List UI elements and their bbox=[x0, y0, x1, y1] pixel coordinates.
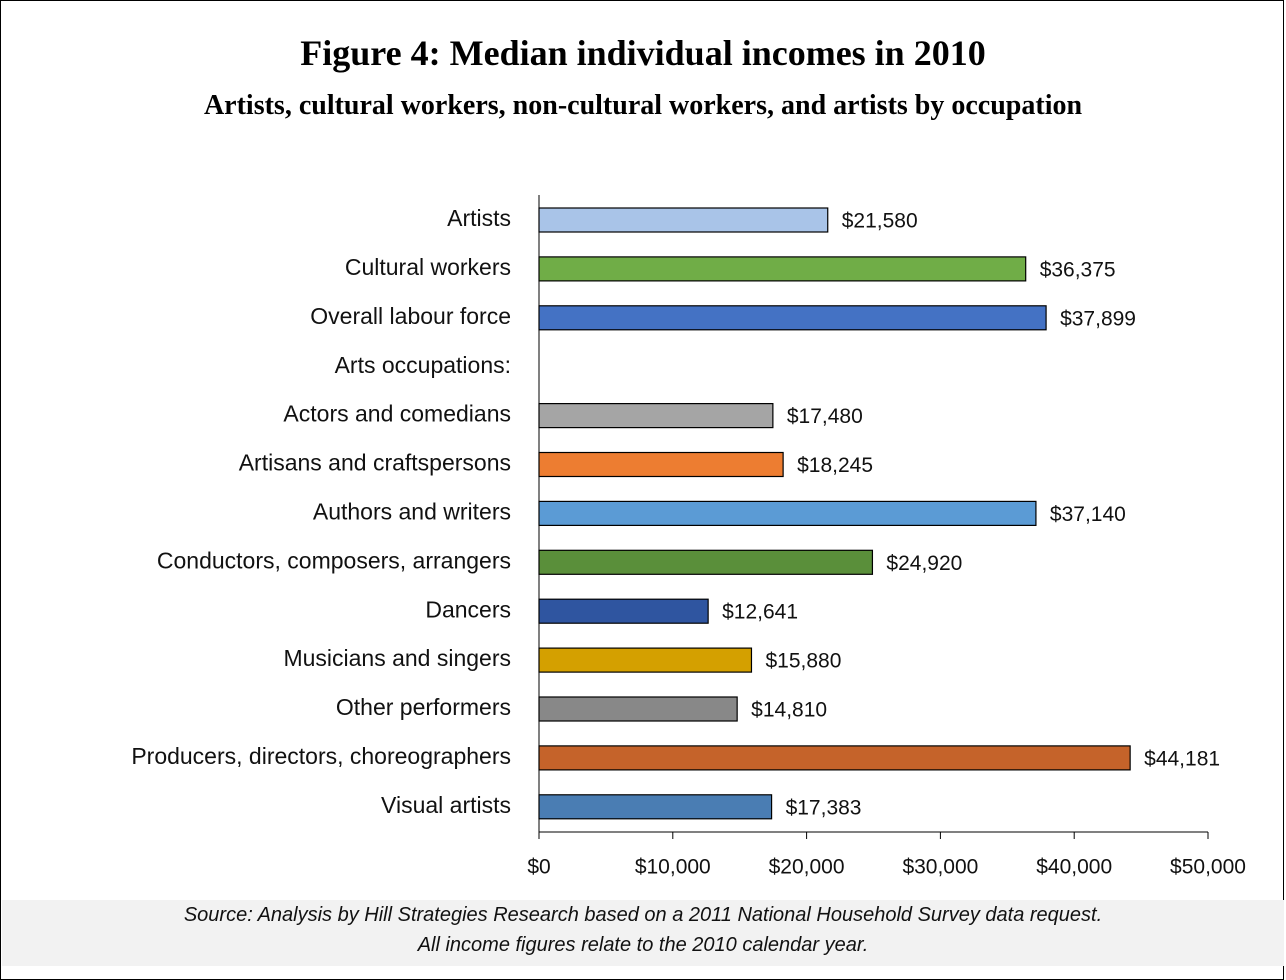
value-label: $44,181 bbox=[1144, 747, 1220, 770]
value-label: $36,375 bbox=[1040, 258, 1116, 281]
bar bbox=[538, 696, 738, 722]
bar bbox=[538, 745, 1131, 771]
bar bbox=[538, 207, 829, 233]
x-tick-label: $40,000 bbox=[1036, 856, 1112, 879]
x-tick-label: $0 bbox=[527, 856, 550, 879]
x-tick-label: $10,000 bbox=[635, 856, 711, 879]
chart-title: Figure 4: Median individual incomes in 2… bbox=[300, 33, 986, 73]
bar bbox=[538, 500, 1037, 526]
y-tick-label: Artisans and craftspersons bbox=[239, 450, 511, 476]
y-tick-label: Visual artists bbox=[381, 792, 511, 818]
value-label: $18,245 bbox=[797, 454, 873, 477]
bar bbox=[538, 256, 1027, 282]
chart: $0 $10,000 $20,000 $30,000 $40,000 $50,000 Art… bbox=[131, 195, 1246, 879]
value-label: $17,383 bbox=[786, 796, 862, 819]
x-tick-label: $30,000 bbox=[902, 856, 978, 879]
y-tick-label: Overall labour force bbox=[310, 303, 511, 329]
value-label: $37,140 bbox=[1050, 503, 1126, 526]
bar bbox=[538, 647, 753, 673]
chart-subtitle: Artists, cultural workers, non-cultural … bbox=[203, 90, 1083, 121]
y-tick-label: Actors and comedians bbox=[283, 401, 511, 427]
value-label: $21,580 bbox=[842, 210, 918, 233]
footnote: Source: Analysis by Hill Strategies Rese… bbox=[2, 900, 1284, 966]
x-tick-label: $50,000 bbox=[1170, 856, 1246, 879]
value-label: $37,899 bbox=[1060, 307, 1136, 330]
value-label: $12,641 bbox=[722, 601, 798, 624]
y-tick-label: Cultural workers bbox=[345, 254, 511, 280]
value-label: $17,480 bbox=[787, 405, 863, 428]
bar bbox=[538, 305, 1047, 331]
y-tick-label: Arts occupations: bbox=[335, 352, 511, 378]
y-tick-label: Other performers bbox=[336, 694, 511, 720]
bar bbox=[538, 451, 784, 478]
bar bbox=[538, 598, 709, 624]
y-tick-label: Dancers bbox=[425, 596, 511, 622]
bar bbox=[538, 794, 773, 820]
x-tick-label: $20,000 bbox=[769, 856, 845, 879]
y-tick-label: Musicians and singers bbox=[283, 645, 511, 671]
bar bbox=[538, 403, 774, 429]
bar bbox=[538, 549, 874, 575]
y-tick-label: Conductors, composers, arrangers bbox=[157, 547, 511, 573]
y-tick-label: Authors and writers bbox=[313, 498, 511, 524]
y-tick-label: Artists bbox=[447, 205, 511, 231]
y-tick-label: Producers, directors, choreographers bbox=[131, 743, 511, 769]
note: Source: Analysis by Hill Strategies Rese… bbox=[183, 904, 1103, 926]
value-label: $15,880 bbox=[765, 650, 841, 673]
value-label: $14,810 bbox=[751, 699, 827, 722]
note: All income figures relate to the 2010 ca… bbox=[417, 934, 869, 956]
value-label: $24,920 bbox=[886, 552, 962, 575]
